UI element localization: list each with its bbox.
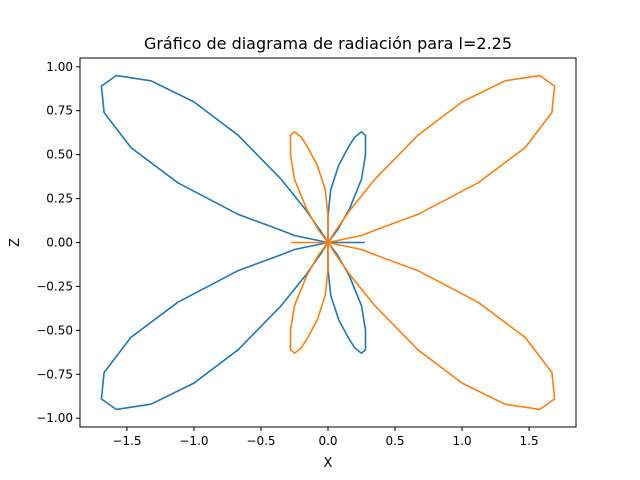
y-axis-label: Z [8,238,23,247]
y-tick-label: 0.00 [46,236,73,250]
plot-series-group [100,74,556,411]
y-tick-label: −0.75 [36,367,73,381]
y-tick-label: 1.00 [46,60,73,74]
x-tick-label: 1.5 [520,434,539,448]
series-line-2 [289,74,556,411]
y-tick-label: 0.25 [46,192,73,206]
y-tick-label: −0.50 [36,323,73,337]
x-axis: −1.5 −1.0 −0.5 0.0 0.5 1.0 1.5 [112,427,539,448]
y-tick-label: −0.25 [36,279,73,293]
series-line-1 [100,74,367,411]
chart-title: Gráfico de diagrama de radiación para l=… [144,34,512,53]
x-tick-label: 1.0 [453,434,472,448]
x-tick-label: 0.5 [385,434,404,448]
x-tick-label: −0.5 [246,434,275,448]
x-tick-label: 0.0 [318,434,337,448]
x-tick-label: −1.5 [112,434,141,448]
y-tick-label: 0.75 [46,104,73,118]
x-axis-label: X [324,456,333,471]
x-tick-label: −1.0 [179,434,208,448]
y-tick-label: −1.00 [36,411,73,425]
y-tick-label: 0.50 [46,148,73,162]
y-axis: 1.00 0.75 0.50 0.25 0.00 −0.25 −0.50 −0.75 −1.00 [36,60,80,425]
